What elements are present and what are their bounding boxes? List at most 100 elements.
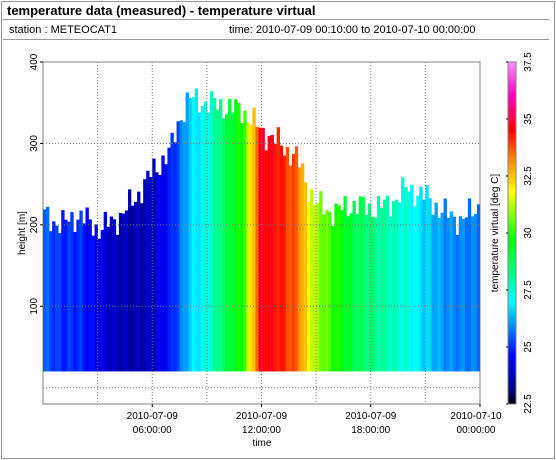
heatmap-column (449, 211, 453, 372)
gridlines (43, 62, 480, 404)
heatmap-column (391, 201, 396, 372)
heatmap-column (94, 224, 98, 372)
colorbar-tick-label: 22.5 (523, 394, 534, 414)
heatmap-column (473, 213, 478, 372)
heatmap-column (404, 187, 408, 372)
heatmap-column (164, 164, 168, 372)
heatmap-column (249, 125, 253, 372)
heatmap-column (367, 203, 372, 372)
heatmap-column (470, 216, 475, 372)
heatmap-column (364, 214, 369, 372)
heatmap-column (425, 184, 429, 372)
heatmap-column (261, 127, 265, 372)
heatmap-column (52, 221, 56, 372)
heatmap-column (64, 219, 68, 372)
heatmap-column (143, 179, 147, 372)
heatmap-column (349, 213, 353, 372)
heatmap-column (264, 150, 268, 372)
heatmap-column (118, 212, 123, 372)
heatmap-column (379, 207, 384, 372)
heatmap-column (191, 97, 196, 372)
heatmap-column (434, 202, 438, 372)
heatmap-column (322, 214, 326, 372)
heatmap-column (228, 98, 232, 372)
heatmap-column (355, 213, 359, 372)
heatmap-column (343, 196, 347, 372)
heatmap-column (303, 182, 308, 372)
heatmap-column (458, 216, 463, 372)
heatmap-column (43, 209, 47, 372)
heatmap-column (185, 92, 189, 372)
heatmap-column (176, 121, 180, 372)
heatmap-column (467, 198, 472, 372)
heatmap-column (140, 203, 144, 372)
heatmap-column (131, 205, 135, 372)
heatmap-column (76, 219, 80, 372)
heatmap-column (200, 105, 205, 372)
heatmap-column (225, 114, 229, 372)
heatmap-column (285, 147, 290, 372)
heatmap-column (243, 110, 247, 372)
heatmap-column (443, 198, 447, 372)
colorbar (507, 61, 517, 405)
heatmap-column (294, 146, 299, 372)
heatmap-column (440, 212, 444, 372)
heatmap-column (97, 238, 101, 372)
heatmap-column (461, 218, 466, 372)
heatmap-column (297, 167, 302, 372)
y-tick-label: 300 (29, 135, 40, 152)
heatmap-column (115, 234, 120, 372)
x-tick-label-date: 2010-07-09 (127, 411, 179, 422)
heatmap-column (361, 197, 365, 372)
heatmap-column (258, 127, 262, 372)
heatmap-column (376, 196, 381, 372)
heatmap-column (155, 172, 159, 372)
heatmap-column (58, 233, 62, 372)
heatmap-column (206, 112, 211, 372)
heatmap-column (158, 175, 162, 372)
heatmap-column (464, 217, 469, 372)
heatmap-column (428, 198, 432, 372)
heatmap-column (231, 112, 235, 372)
heatmap-column (70, 212, 74, 372)
heatmap-column (67, 221, 71, 372)
heatmap-column (382, 199, 387, 372)
heatmap-column (82, 223, 86, 372)
heatmap-column (179, 120, 183, 372)
heatmap-column (276, 127, 280, 372)
colorbar-ticks: 22.5 25 27.5 30 32.5 35 37.5 (506, 52, 534, 414)
heatmap-column (170, 132, 174, 372)
x-axis-label: time (253, 438, 272, 449)
heatmap-column (273, 143, 277, 372)
colorbar-tick-label: 35 (523, 113, 534, 125)
heatmap-column (358, 196, 362, 372)
heatmap-column (288, 165, 293, 372)
heatmap-column (337, 205, 341, 372)
heatmap-column (346, 216, 350, 372)
heatmap-column (49, 231, 53, 372)
heatmap-column (279, 145, 284, 372)
heatmap-column (437, 217, 441, 372)
heatmap-column (127, 189, 132, 372)
heatmap-column (222, 118, 226, 372)
heatmap-column (100, 229, 104, 372)
heatmap-column (407, 191, 411, 372)
heatmap-column (252, 107, 256, 372)
heatmap-column (85, 207, 89, 372)
heatmap-column (46, 206, 50, 372)
heatmap-column (413, 206, 417, 372)
heatmap-column (73, 232, 77, 372)
heatmap-column (106, 226, 111, 372)
x-tick-label-time: 06:00:00 (133, 425, 172, 436)
heatmap-column (313, 204, 317, 372)
heatmap-column (79, 210, 83, 372)
heatmap-column (334, 203, 338, 372)
heatmap-column (422, 199, 426, 372)
colorbar-tick-label: 32.5 (523, 166, 534, 186)
heatmap-column (237, 103, 241, 372)
heatmap-column (267, 135, 271, 372)
heatmap-column (215, 109, 220, 372)
colorbar-label: temperature virtual [deg C] (490, 174, 501, 293)
heatmap-column (373, 217, 378, 372)
heatmap-column (452, 216, 457, 372)
